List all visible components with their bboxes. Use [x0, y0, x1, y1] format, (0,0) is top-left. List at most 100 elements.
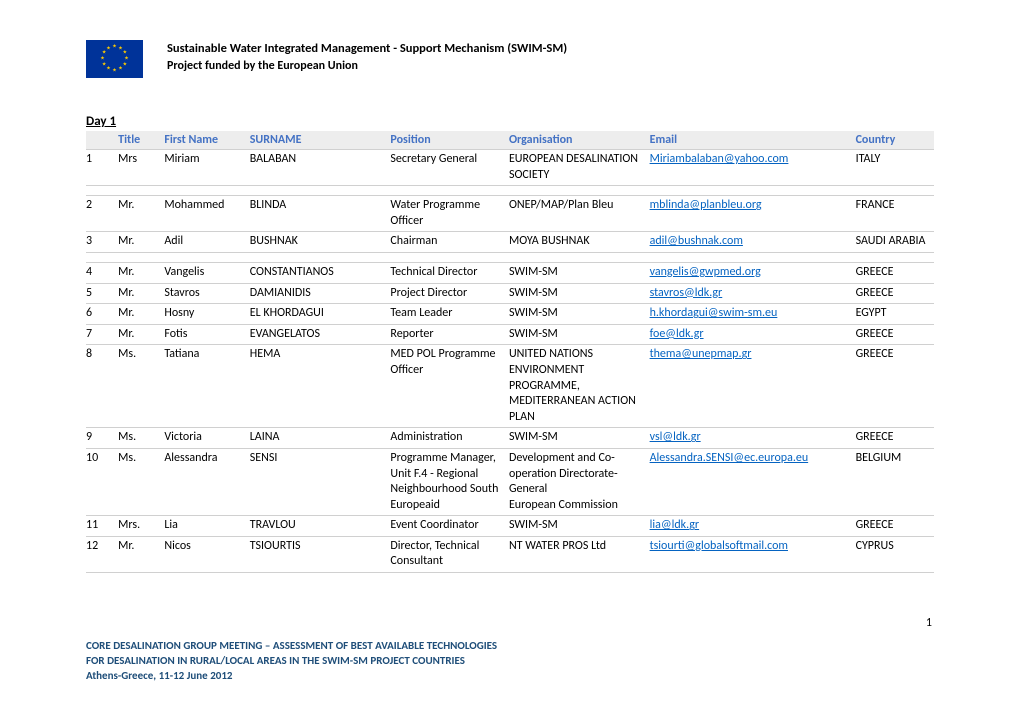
table-cell: Mr. [116, 536, 162, 572]
table-cell: EUROPEAN DESALINATION SOCIETY [507, 150, 648, 186]
column-header: First Name [162, 131, 247, 150]
table-cell: GREECE [854, 262, 934, 283]
table-cell: BELGIUM [854, 448, 934, 515]
table-cell: foe@ldk.gr [648, 324, 854, 345]
table-cell: Mrs [116, 150, 162, 186]
table-cell: ONEP/MAP/Plan Bleu [507, 196, 648, 232]
table-cell: SWIM-SM [507, 516, 648, 537]
table-cell: Team Leader [388, 304, 507, 325]
email-link[interactable]: Alessandra.SENSI@ec.europa.eu [650, 451, 809, 465]
table-cell: Director, Technical Consultant [388, 536, 507, 572]
table-cell: Project Director [388, 283, 507, 304]
email-link[interactable]: mblinda@planbleu.org [650, 198, 762, 212]
table-cell: Mr. [116, 304, 162, 325]
table-cell: Alessandra.SENSI@ec.europa.eu [648, 448, 854, 515]
table-cell: Technical Director [388, 262, 507, 283]
table-cell: mblinda@planbleu.org [648, 196, 854, 232]
email-link[interactable]: lia@ldk.gr [650, 518, 700, 532]
table-cell: Tatiana [162, 345, 247, 428]
table-cell: Lia [162, 516, 247, 537]
table-cell: Fotis [162, 324, 247, 345]
table-row: 1MrsMiriamBALABANSecretary GeneralEUROPE… [86, 150, 934, 186]
table-cell: 10 [86, 448, 116, 515]
table-cell: UNITED NATIONS ENVIRONMENT PROGRAMME, ME… [507, 345, 648, 428]
table-cell: Hosny [162, 304, 247, 325]
column-header: Title [116, 131, 162, 150]
table-row: 6Mr.HosnyEL KHORDAGUITeam LeaderSWIM-SMh… [86, 304, 934, 325]
eu-flag-icon: ★★★★★★★★★★★★ [86, 40, 143, 78]
table-cell: TSIOURTIS [248, 536, 389, 572]
table-cell: Mr. [116, 232, 162, 253]
table-cell: Mohammed [162, 196, 247, 232]
email-link[interactable]: foe@ldk.gr [650, 327, 704, 341]
page-number: 1 [926, 616, 932, 630]
table-cell: Ms. [116, 345, 162, 428]
table-cell: EGYPT [854, 304, 934, 325]
footer-line: Athens-Greece, 11-12 June 2012 [86, 669, 497, 684]
table-row: 9Ms.VictoriaLAINAAdministrationSWIM-SMvs… [86, 428, 934, 449]
table-cell: Adil [162, 232, 247, 253]
email-link[interactable]: adil@bushnak.com [650, 234, 743, 248]
table-cell: h.khordagui@swim-sm.eu [648, 304, 854, 325]
table-cell: Ms. [116, 428, 162, 449]
table-cell: 11 [86, 516, 116, 537]
table-cell: Miriam [162, 150, 247, 186]
table-cell: SENSI [248, 448, 389, 515]
table-row: 8Ms.TatianaHEMAMED POL Programme Officer… [86, 345, 934, 428]
table-cell: CONSTANTIANOS [248, 262, 389, 283]
table-cell: Victoria [162, 428, 247, 449]
table-header-row: TitleFirst NameSURNAMEPositionOrganisati… [86, 131, 934, 150]
table-cell: 3 [86, 232, 116, 253]
table-cell: Mrs. [116, 516, 162, 537]
table-cell: Mr. [116, 196, 162, 232]
table-cell: GREECE [854, 324, 934, 345]
table-cell: 5 [86, 283, 116, 304]
table-cell: Stavros [162, 283, 247, 304]
table-cell: Chairman [388, 232, 507, 253]
table-cell: MED POL Programme Officer [388, 345, 507, 428]
table-cell: Vangelis [162, 262, 247, 283]
table-cell: NT WATER PROS Ltd [507, 536, 648, 572]
table-cell: GREECE [854, 345, 934, 428]
table-row: 10Ms.AlessandraSENSIProgramme Manager, U… [86, 448, 934, 515]
table-cell: 2 [86, 196, 116, 232]
footer-line: FOR DESALINATION IN RURAL/LOCAL AREAS IN… [86, 654, 497, 669]
table-cell: SWIM-SM [507, 428, 648, 449]
table-row: 7Mr.FotisEVANGELATOSReporterSWIM-SMfoe@l… [86, 324, 934, 345]
table-cell: Mr. [116, 324, 162, 345]
email-link[interactable]: vsl@ldk.gr [650, 430, 701, 444]
table-cell: tsiourti@globalsoftmail.com [648, 536, 854, 572]
email-link[interactable]: tsiourti@globalsoftmail.com [650, 539, 788, 553]
table-cell: stavros@ldk.gr [648, 283, 854, 304]
table-cell: ITALY [854, 150, 934, 186]
email-link[interactable]: thema@unepmap.gr [650, 347, 752, 361]
column-header [86, 131, 116, 150]
title-main: Sustainable Water Integrated Management … [167, 40, 567, 58]
table-cell: TRAVLOU [248, 516, 389, 537]
table-cell: Water Programme Officer [388, 196, 507, 232]
column-header: Country [854, 131, 934, 150]
table-cell: SWIM-SM [507, 304, 648, 325]
participants-table: TitleFirst NameSURNAMEPositionOrganisati… [86, 131, 934, 573]
table-row: 12Mr.NicosTSIOURTISDirector, Technical C… [86, 536, 934, 572]
table-cell: Nicos [162, 536, 247, 572]
column-header: Position [388, 131, 507, 150]
email-link[interactable]: stavros@ldk.gr [650, 286, 723, 300]
table-cell: BUSHNAK [248, 232, 389, 253]
table-cell: 12 [86, 536, 116, 572]
day-heading: Day 1 [86, 114, 934, 129]
table-cell: 6 [86, 304, 116, 325]
table-cell: Alessandra [162, 448, 247, 515]
table-cell: GREECE [854, 283, 934, 304]
footer: CORE DESALINATION GROUP MEETING – ASSESS… [86, 639, 497, 684]
table-cell: Mr. [116, 283, 162, 304]
table-row: 11Mrs.LiaTRAVLOUEvent CoordinatorSWIM-SM… [86, 516, 934, 537]
table-cell: vsl@ldk.gr [648, 428, 854, 449]
table-cell: GREECE [854, 516, 934, 537]
email-link[interactable]: Miriambalaban@yahoo.com [650, 152, 789, 166]
email-link[interactable]: h.khordagui@swim-sm.eu [650, 306, 778, 320]
column-header: Email [648, 131, 854, 150]
table-cell: LAINA [248, 428, 389, 449]
spacer-row [86, 252, 934, 262]
email-link[interactable]: vangelis@gwpmed.org [650, 265, 761, 279]
